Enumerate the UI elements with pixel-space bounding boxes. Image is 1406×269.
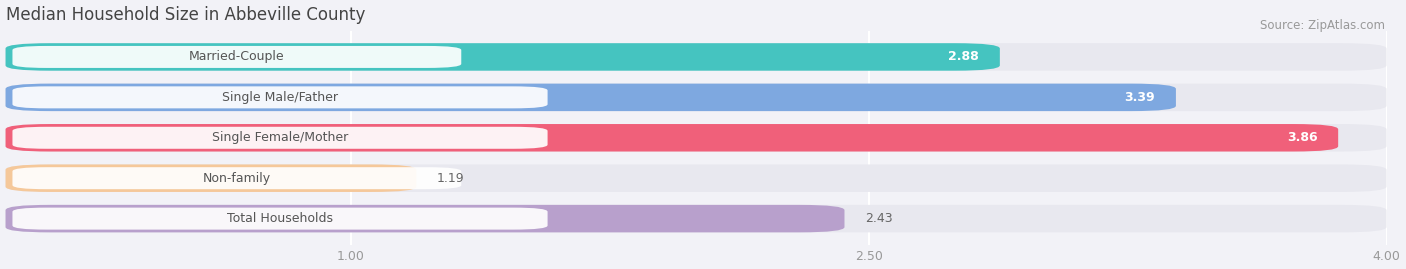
Text: 3.86: 3.86 (1286, 131, 1317, 144)
Text: Median Household Size in Abbeville County: Median Household Size in Abbeville Count… (6, 6, 366, 24)
Text: Married-Couple: Married-Couple (188, 51, 284, 63)
FancyBboxPatch shape (13, 208, 547, 230)
FancyBboxPatch shape (13, 167, 461, 189)
FancyBboxPatch shape (6, 124, 1339, 151)
Text: 2.88: 2.88 (949, 51, 979, 63)
Text: Total Households: Total Households (226, 212, 333, 225)
Text: Single Male/Father: Single Male/Father (222, 91, 337, 104)
Text: 1.19: 1.19 (437, 172, 465, 185)
FancyBboxPatch shape (13, 46, 461, 68)
FancyBboxPatch shape (6, 43, 1386, 71)
FancyBboxPatch shape (13, 86, 547, 108)
Text: 2.43: 2.43 (865, 212, 893, 225)
FancyBboxPatch shape (6, 124, 1386, 151)
Text: Single Female/Mother: Single Female/Mother (212, 131, 349, 144)
FancyBboxPatch shape (6, 164, 1386, 192)
Text: 3.39: 3.39 (1125, 91, 1156, 104)
Text: Non-family: Non-family (202, 172, 271, 185)
FancyBboxPatch shape (6, 205, 1386, 232)
FancyBboxPatch shape (13, 127, 547, 149)
FancyBboxPatch shape (6, 84, 1386, 111)
FancyBboxPatch shape (6, 43, 1000, 71)
Text: Source: ZipAtlas.com: Source: ZipAtlas.com (1260, 19, 1385, 32)
FancyBboxPatch shape (6, 205, 845, 232)
FancyBboxPatch shape (6, 84, 1175, 111)
FancyBboxPatch shape (6, 164, 416, 192)
